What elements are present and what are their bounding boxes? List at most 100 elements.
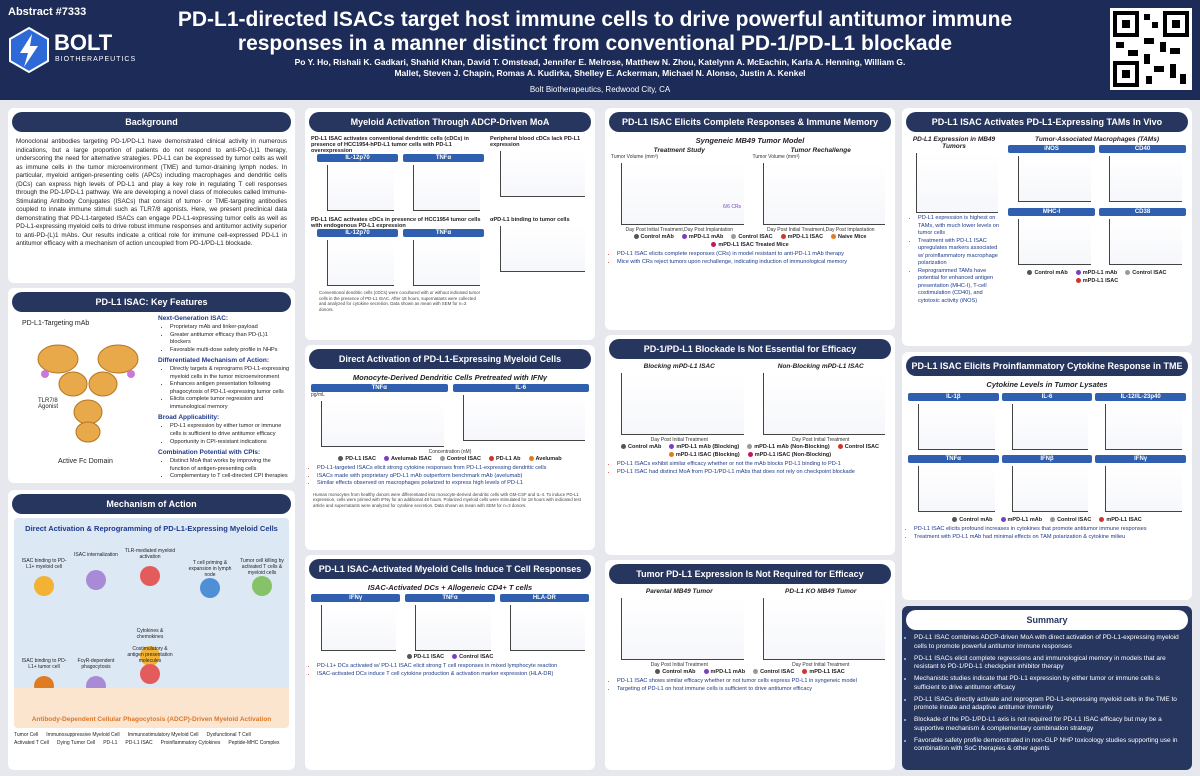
antibody-label: PD-L1-Targeting mAb: [22, 320, 90, 327]
bullets: PD-L1 ISAC combines ADCP-driven MoA with…: [902, 634, 1192, 754]
cell-icon: [140, 664, 160, 684]
legend: Control mAb mPD-L1 mAb Control ISAC mPD-L1 …: [1002, 269, 1192, 285]
legend: Control mAb mPD-L1 mAb Control ISAC mPD-L1 …: [902, 516, 1192, 524]
chart-panel: Parental MB49 Tumor Day Post Initial Trea…: [611, 588, 748, 668]
cell-icon: [252, 576, 272, 596]
cell-icon: [140, 566, 160, 586]
bullets: PD-L1-targeted ISACs elicit strong cytok…: [305, 465, 595, 488]
y-label: Tumor Volume (mm³): [752, 154, 800, 160]
legend-item: PD-L1 ISAC: [338, 456, 376, 462]
legend-item: Control mAb: [655, 669, 695, 675]
legend-item: PD-L1 ISAC: [125, 740, 153, 746]
x-label: Concentration (nM): [428, 449, 472, 455]
chart-title: Parental MB49 Tumor: [645, 588, 713, 595]
mechanism-legend: Tumor Cell Immunosuppressive Myeloid Cell…: [14, 732, 289, 746]
bullet: PD-L1 ISAC elicits complete responses (C…: [617, 251, 895, 259]
logo-mark: [9, 26, 49, 74]
legend: PD-L1 ISAC Control ISAC: [305, 653, 595, 661]
step-label: ISAC binding to PD-L1+ myeloid cell: [21, 558, 67, 570]
group-items: Directly targets & reprograms PD-L1-expr…: [158, 366, 290, 411]
chart-frame: [621, 373, 744, 435]
chart-panel: CD40: [1099, 145, 1186, 204]
chart-title: IFNγ: [1095, 455, 1186, 463]
chart-title: CD38: [1099, 208, 1186, 216]
bullet: Mechanistic studies indicate that PD-L1 …: [914, 675, 1184, 693]
chart-frame: [1105, 404, 1182, 450]
panel-title: Peripheral blood cDCs lack PD-L1 express…: [490, 136, 581, 148]
legend-item: Dying Tumor Cell: [56, 740, 96, 746]
tams-section: PD-L1 ISAC Activates PD-L1-Expressing TA…: [902, 108, 1192, 346]
bullets: PD-L1 ISAC elicits profound increases in…: [902, 526, 1192, 541]
panel-title: Tumor-Associated Macrophages (TAMs): [1034, 136, 1159, 143]
direct-section: Direct Activation of PD-L1-Expressing My…: [305, 345, 595, 550]
chart-title: IL-6: [1001, 393, 1093, 401]
legend-item: mPD-L1 ISAC: [802, 669, 844, 675]
mechanism-footer: Antibody-Dependent Cellular Phagocytosis…: [31, 716, 272, 723]
chart-title: TNFα: [403, 229, 484, 237]
chart-title: CD40: [1099, 145, 1186, 153]
feature-item: Distinct MoA that works by improving the…: [170, 458, 290, 473]
x-label: Day Post Initial Treatment,Day Post Impl…: [766, 227, 875, 233]
feature-groups: Next-Generation ISAC: Proprietary mAb and…: [158, 312, 290, 483]
key-features-section: PD-L1 ISAC: Key Features PD-L1-Targeting…: [8, 288, 295, 483]
chart-panel: TNFα: [908, 455, 999, 514]
subtitle: Monocyte-Derived Dendritic Cells Pretrea…: [352, 373, 548, 382]
chart-title: MHC-I: [1008, 208, 1095, 216]
chart-frame: [1011, 466, 1089, 512]
section-title: Myeloid Activation Through ADCP-Driven M…: [309, 112, 591, 132]
chart-title: IL-12/IL-23p40: [1095, 393, 1186, 401]
step-label: ISAC binding to PD-L1+ tumor cell: [21, 658, 67, 670]
chart-frame: [762, 163, 885, 225]
cell-icon: [140, 646, 160, 666]
bullet: PD-L1 ISAC combines ADCP-driven MoA with…: [914, 634, 1184, 652]
chart-title: Treatment Study: [653, 147, 705, 154]
legend-item: Control ISAC: [753, 669, 794, 675]
bullet: Treatment with PD-L1 ISAC upregulates ma…: [918, 238, 1002, 268]
chart-frame: [462, 395, 585, 441]
chart-frame: [621, 163, 744, 225]
legend-item: mPD-L1 ISAC: [781, 234, 823, 240]
group-heading: Next-Generation ISAC:: [158, 315, 229, 322]
legend-item: mPD-L1 mAb: [1001, 517, 1043, 523]
chart-title: Tumor Rechallenge: [790, 147, 851, 154]
adcp-band: [14, 688, 289, 728]
chart-panel: TNFα pg/mL: [311, 384, 448, 449]
mechanism-subtitle: Direct Activation & Reprogramming of PD-…: [25, 524, 278, 533]
feature-item: Enhances antigen presentation following …: [170, 381, 290, 396]
chart-title: IL-12p70: [317, 229, 398, 237]
group-items: Proprietary mAb and linker-payloadGreate…: [158, 324, 290, 354]
mechanism-diagram: Direct Activation & Reprogramming of PD-…: [14, 518, 289, 728]
legend-item: Control mAb: [634, 234, 674, 240]
feature-item: Elicits complete tumor regression and im…: [170, 396, 290, 411]
title: PD-L1-directed ISACs target host immune …: [177, 8, 1013, 55]
chart-frame: [762, 598, 885, 660]
legend-item: mPD-L1 mAb (Non-Blocking): [747, 444, 829, 450]
chart-panel: PD-L1 KO MB49 Tumor Day Post Initial Trea…: [753, 588, 890, 668]
panel-title: PD-L1 ISAC activates conventional dendri…: [311, 136, 469, 154]
feature-item: Directly targets & reprograms PD-L1-expr…: [170, 366, 290, 381]
note: Human monocytes from healthy donors were…: [313, 491, 581, 509]
chart-frame: [500, 151, 585, 197]
legend: Control mAb mPD-L1 mAb (Blocking) mPD-L1 m…: [605, 443, 895, 459]
chart-frame: [321, 401, 444, 447]
chart-title: TNFα: [405, 594, 495, 602]
legend-item: mPD-L1 mAb: [1076, 270, 1118, 276]
charts: Treatment Study Tumor Volume (mm³) Day Pos…: [605, 147, 895, 233]
bullet: Similar effects observed on macrophages …: [317, 480, 595, 488]
chart-frame: [1011, 404, 1089, 450]
bullets: PD-L1 ISAC shows similar efficacy whethe…: [605, 678, 895, 693]
authors: Po Y. Ho, Rishali K. Gadkari, Shahid Kha…: [294, 57, 906, 79]
chart-frame: [321, 605, 397, 651]
chart-title: TNFα: [311, 384, 448, 392]
legend-item: Control ISAC: [731, 234, 772, 240]
legend-item: Control ISAC: [452, 654, 493, 660]
bullet: PD-L1 ISACs exhibit similar efficacy whe…: [617, 461, 895, 469]
feature-item: Complementary to T cell-directed CPI the…: [170, 473, 290, 481]
chart-frame: [415, 605, 491, 651]
fc-label: Active Fc Domain: [58, 458, 113, 465]
chart-frame: [918, 466, 995, 512]
chart-title: IL-6: [452, 384, 589, 392]
subtitle: Cytokine Levels in Tumor Lysates: [986, 380, 1108, 389]
chart-panel: HLA-DR: [499, 594, 589, 653]
bullet: PD-L1 ISACs directly activate and reprog…: [914, 696, 1184, 714]
